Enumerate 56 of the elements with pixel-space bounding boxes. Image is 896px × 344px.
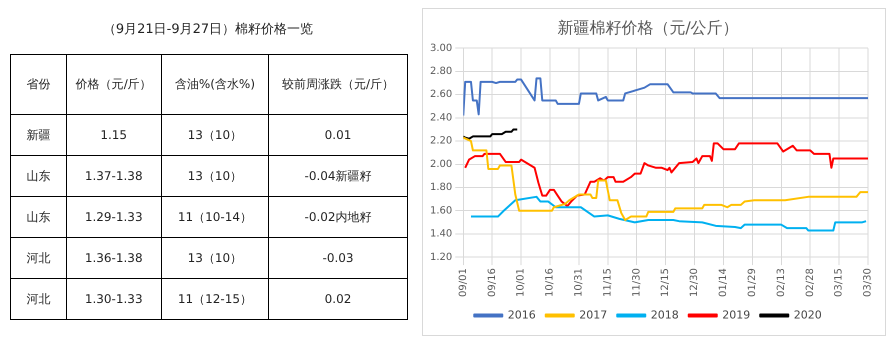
text: 1.36-1.38	[66, 238, 162, 278]
x-tick-label: 10/16	[544, 268, 556, 298]
text: 13（10）	[161, 238, 269, 278]
x-tick-label: 01/14	[718, 268, 730, 298]
x-tick-label: 09/01	[458, 268, 469, 298]
text: 13（10）	[161, 114, 269, 156]
y-tick-label: 2.80	[430, 66, 452, 78]
x-tick-label: 03/30	[862, 268, 874, 298]
text: 河北	[10, 278, 66, 320]
x-tick-label: 02/28	[804, 268, 816, 298]
x-tick-label: 10/01	[516, 268, 527, 298]
text: 山东	[10, 196, 66, 238]
y-tick-label: 1.40	[430, 228, 452, 240]
text: 新疆	[10, 114, 66, 156]
text: 0.01	[268, 114, 408, 156]
text: 1.15	[66, 114, 162, 156]
text: 1.30-1.33	[66, 278, 162, 320]
text: 含油%(含水%)	[161, 54, 269, 114]
legend-label: 2020	[794, 308, 822, 322]
chart-title: 新疆棉籽价格（元/公斤）	[557, 18, 739, 37]
x-tick-label: 12/15	[660, 268, 672, 298]
text: 价格（元/斤）	[66, 54, 162, 114]
x-tick-label: 02/13	[776, 268, 787, 298]
y-tick-label: 2.20	[430, 136, 452, 147]
legend-label: 2018	[650, 308, 679, 322]
y-tick-label: 1.60	[430, 205, 452, 216]
y-tick-label: 1.80	[430, 182, 452, 194]
text: 1.29-1.33	[66, 196, 162, 238]
text: 山东	[10, 156, 66, 196]
y-tick-label: 3.00	[430, 42, 452, 54]
x-tick-label: 11/15	[602, 268, 614, 298]
x-tick-label: 09/16	[486, 268, 498, 298]
x-tick-label: 03/15	[834, 268, 845, 298]
text: 河北	[10, 238, 66, 278]
x-tick-label: 01/29	[746, 268, 758, 298]
text: 11（12-15）	[161, 278, 269, 320]
text: -0.03	[268, 238, 408, 278]
x-tick-label: 11/30	[631, 268, 642, 298]
y-tick-label: 2.00	[430, 158, 452, 170]
text: 11（10-14）	[161, 196, 269, 238]
x-tick-label: 10/31	[574, 268, 584, 298]
text: 0.02	[268, 278, 408, 320]
y-tick-label: 2.40	[430, 112, 452, 124]
y-tick-label: 1.20	[430, 252, 452, 263]
text: -0.02内地籽	[268, 196, 408, 238]
x-tick-label: 12/30	[689, 268, 700, 298]
text: （9月21日-9月27日）棉籽价格一览	[102, 21, 314, 39]
text: 省份	[10, 54, 66, 114]
y-tick-label: 2.60	[430, 89, 452, 100]
text: 较前周涨跌（元/斤）	[268, 54, 408, 114]
legend-label: 2016	[508, 308, 536, 322]
legend-label: 2019	[722, 308, 750, 322]
text: 13（10）	[161, 156, 269, 196]
legend-label: 2017	[579, 308, 608, 322]
text: 1.37-1.38	[66, 156, 162, 196]
text: -0.04新疆籽	[268, 156, 408, 196]
